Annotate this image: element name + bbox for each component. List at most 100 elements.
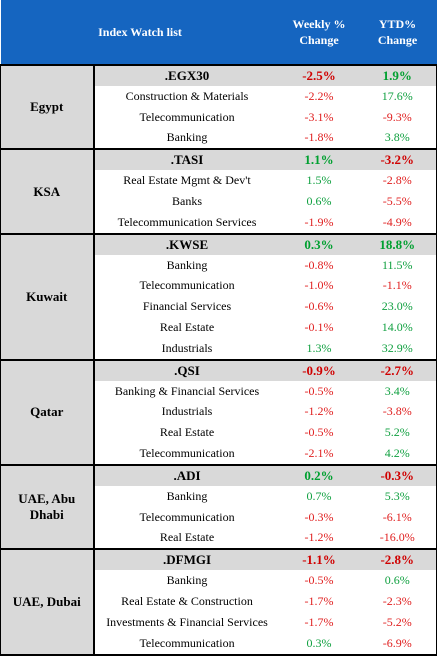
sector-weekly-change: -1.2% [279,401,359,423]
sector-name: Banking [93,485,280,507]
sector-ytd-change: -9.3% [358,106,437,128]
sector-weekly-change: -0.3% [279,506,359,528]
sector-weekly-change: -1.7% [279,591,359,612]
sector-weekly-change: 1.5% [279,170,359,192]
index-ytd-change: -3.2% [358,149,437,171]
sector-ytd-change: -5.5% [358,191,437,212]
sector-name: Industrials [93,401,280,423]
sector-ytd-change: 11.5% [358,254,437,276]
sector-name: Banking [93,254,280,276]
sector-weekly-change: 0.7% [279,485,359,507]
index-row: KSA .TASI 1.1% -3.2% [0,149,437,235]
index-weekly-change: -1.1% [279,549,359,571]
sector-ytd-change: 5.3% [358,485,437,507]
sector-row: Banking 0.7% 5.3% [1,485,437,507]
sector-name: Construction & Materials [93,86,280,107]
sector-name: Real Estate [93,527,280,551]
sector-row: Industrials -1.2% -3.8% [1,401,437,423]
sector-weekly-change: -0.8% [279,254,359,276]
index-weekly-change: 0.3% [279,233,359,255]
sector-name: Financial Services [93,296,280,318]
sector-name: Telecommunication [93,632,280,656]
sector-row: Telecommunication 0.3% -6.9% [1,632,437,656]
index-name: .EGX30 [93,65,280,86]
index-row: UAE, Abu Dhabi .ADI 0.2% -0.3% [0,464,437,551]
sector-name: Real Estate & Construction [93,591,280,612]
sector-ytd-change: -16.0% [358,527,437,551]
index-name: .QSI [93,359,280,381]
index-name: .KWSE [93,233,280,255]
index-ytd-change: -2.8% [358,549,437,571]
sector-row: Telecommunication -3.1% -9.3% [1,106,437,128]
sector-ytd-change: 32.9% [358,337,437,361]
sector-name: Telecommunication [93,506,280,528]
sector-weekly-change: -1.9% [279,211,359,235]
sector-ytd-change: 23.0% [358,296,437,318]
sector-weekly-change: -1.7% [279,611,359,633]
sector-name: Banking & Financial Services [93,380,280,402]
sector-name: Real Estate [93,422,280,444]
sector-weekly-change: -0.6% [279,296,359,318]
sector-name: Telecommunication [93,443,280,466]
sector-weekly-change: -0.5% [279,570,359,592]
sector-row: Telecommunication -2.1% 4.2% [1,443,437,466]
index-row: Qatar .QSI -0.9% -2.7% [0,359,437,466]
index-ytd-change: 18.8% [358,233,437,255]
country-label: Qatar [0,359,95,466]
sector-ytd-change: 4.2% [358,443,437,466]
weekly-header-line2: Change [299,33,339,47]
ytd-header-line1: YTD% [378,17,417,31]
sector-ytd-change: 17.6% [358,86,437,107]
country-label: UAE, Abu Dhabi [0,464,95,551]
sector-weekly-change: 0.3% [279,632,359,656]
sector-weekly-change: -2.1% [279,443,359,466]
sector-name: Banking [93,127,280,151]
country-label: Kuwait [0,233,95,361]
sector-ytd-change: -6.9% [358,632,437,656]
country-label: UAE, Dubai [0,549,95,656]
sector-ytd-change: -6.1% [358,506,437,528]
sector-name: Industrials [93,337,280,361]
sector-ytd-change: 14.0% [358,317,437,338]
sector-weekly-change: -2.2% [279,86,359,107]
table-title: Index Watch list [0,0,280,66]
index-name: .DFMGI [93,549,280,571]
index-ytd-change: -0.3% [358,464,437,486]
index-row: UAE, Dubai .DFMGI -1.1% -2.8% [0,549,437,656]
sector-ytd-change: -2.8% [358,170,437,192]
sector-weekly-change: -1.0% [279,275,359,297]
sector-row: Banks 0.6% -5.5% [1,191,437,212]
index-weekly-change: 1.1% [279,149,359,171]
sector-row: Real Estate -0.1% 14.0% [1,317,437,338]
table-header-row: Index Watch list Weekly % Change YTD% Ch… [0,0,437,66]
sector-row: Banking -1.8% 3.8% [1,127,437,151]
sector-name: Real Estate Mgmt & Dev't [93,170,280,192]
sector-name: Telecommunication [93,106,280,128]
sector-name: Investments & Financial Services [93,611,280,633]
sector-weekly-change: -0.5% [279,380,359,402]
sector-row: Financial Services -0.6% 23.0% [1,296,437,318]
sector-name: Banking [93,570,280,592]
sector-name: Telecommunication [93,275,280,297]
sector-ytd-change: -4.9% [358,211,437,235]
sector-weekly-change: -1.2% [279,527,359,551]
sector-row: Telecommunication -1.0% -1.1% [1,275,437,297]
sector-row: Telecommunication -0.3% -6.1% [1,506,437,528]
index-weekly-change: -2.5% [279,65,359,86]
index-weekly-change: -0.9% [279,359,359,381]
sector-weekly-change: 1.3% [279,337,359,361]
sector-row: Real Estate -0.5% 5.2% [1,422,437,444]
sector-weekly-change: -3.1% [279,106,359,128]
index-row: Egypt .EGX30 -2.5% 1.9% [0,65,437,151]
sector-ytd-change: -2.3% [358,591,437,612]
sector-ytd-change: -3.8% [358,401,437,423]
sector-ytd-change: -1.1% [358,275,437,297]
sector-row: Construction & Materials -2.2% 17.6% [1,86,437,107]
sector-ytd-change: 3.8% [358,127,437,151]
table-body: Egypt .EGX30 -2.5% 1.9% Construction & Mater… [0,65,437,656]
sector-name: Banks [93,191,280,212]
index-ytd-change: -2.7% [358,359,437,381]
sector-ytd-change: 0.6% [358,570,437,592]
sector-weekly-change: -1.8% [279,127,359,151]
